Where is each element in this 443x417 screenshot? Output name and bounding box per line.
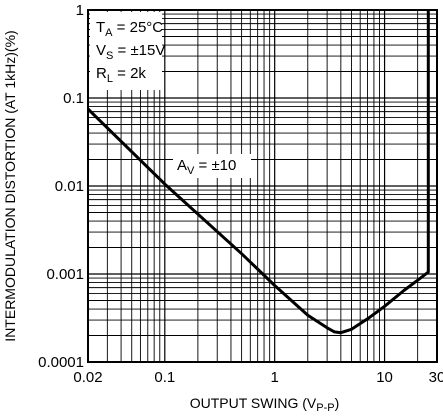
- x-axis-title: OUTPUT SWING (VP-P): [190, 395, 340, 414]
- series-layer: [86, 10, 430, 335]
- y-tick-label: 0.01: [55, 178, 84, 195]
- conditions-background: [90, 12, 162, 90]
- series-label: AV = ±10: [177, 157, 236, 177]
- x-tick-label: 0.02: [73, 369, 102, 386]
- y-tick-label: 0.0001: [38, 354, 84, 371]
- x-tick-label: 30: [429, 369, 443, 386]
- plot-frame: [87, 9, 438, 363]
- series-label-background: [173, 154, 251, 178]
- y-tick-label: 1: [76, 2, 84, 19]
- y-tick-label: 0.001: [46, 266, 84, 283]
- condition-label: VS = ±15V: [96, 42, 165, 62]
- x-tick-labels: 0.02 0.1 1 10 30: [73, 369, 443, 386]
- y-tick-label: 0.1: [63, 90, 84, 107]
- x-tick-label: 10: [376, 369, 393, 386]
- y-axis-title: INTERMODULATION DISTORTION (AT 1kHz)(%): [2, 30, 18, 341]
- y-tick-labels: 1 0.1 0.01 0.001 0.0001: [38, 2, 84, 371]
- series-line: [86, 10, 430, 335]
- x-tick-label: 0.1: [154, 369, 175, 386]
- condition-label: TA = 25°C: [96, 19, 163, 39]
- conditions-legend: TA = 25°C VS = ±15V RL = 2k: [96, 19, 165, 85]
- x-tick-label: 1: [271, 369, 279, 386]
- condition-label: RL = 2k: [96, 65, 146, 85]
